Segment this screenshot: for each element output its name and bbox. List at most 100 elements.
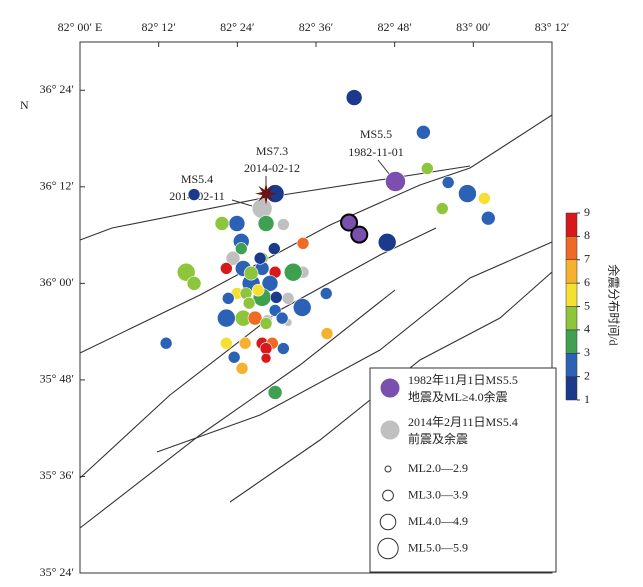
- colorbar-tick-label: 8: [584, 228, 590, 242]
- colorbar-swatch: [565, 212, 578, 237]
- event: [385, 171, 406, 192]
- legend: [369, 367, 557, 573]
- event: [217, 308, 236, 328]
- event: [234, 242, 248, 255]
- legend-marker: [379, 419, 401, 441]
- legend-size-marker: [377, 537, 399, 560]
- colorbar-tick-label: 2: [584, 368, 590, 382]
- legend-label: 1982年11月1日MS5.5: [408, 373, 518, 387]
- event: [235, 362, 249, 375]
- legend-marker: [379, 377, 401, 399]
- y-tick-label: 36° 24′: [40, 82, 75, 96]
- legend-label: 2014年2月11日MS5.4: [408, 415, 518, 429]
- colorbar-swatch: [565, 282, 578, 307]
- colorbar-swatch: [565, 236, 578, 260]
- x-tick-label: 82° 24′: [220, 20, 255, 34]
- legend-size-marker: [384, 465, 392, 473]
- event: [377, 233, 397, 252]
- annotation: 2014-02-12: [244, 161, 300, 175]
- event: [257, 215, 275, 232]
- event: [227, 350, 241, 364]
- y-tick-label: 36° 00′: [40, 275, 75, 289]
- colorbar-swatch: [565, 329, 578, 354]
- event: [251, 283, 265, 297]
- legend-size-label: ML4.0—4.9: [408, 514, 468, 528]
- event: [269, 291, 283, 304]
- event: [159, 336, 173, 350]
- event: [292, 298, 312, 317]
- event: [441, 176, 455, 189]
- legend-size-label: ML5.0—5.9: [408, 540, 468, 554]
- faults: [79, 114, 553, 529]
- event: [283, 262, 303, 282]
- event: [281, 292, 295, 305]
- annotation: MS5.5: [360, 127, 392, 141]
- legend-label: 前震及余震: [408, 431, 468, 446]
- annotation: 1982-11-01: [348, 145, 404, 159]
- x-tick-label: 82° 36′: [299, 20, 334, 34]
- colorbar-tick-label: 4: [584, 322, 590, 336]
- event: [221, 292, 235, 305]
- y-tick-label: 35° 24′: [40, 565, 75, 579]
- event: [345, 89, 363, 106]
- y-axis-label: N: [20, 98, 29, 112]
- mainshock: [255, 182, 277, 205]
- event: [259, 317, 273, 330]
- event: [320, 327, 334, 340]
- colorbar-tick-label: 5: [584, 298, 590, 312]
- x-tick-label: 82° 12′: [141, 20, 176, 34]
- event: [220, 262, 233, 275]
- event: [268, 242, 281, 255]
- event: [238, 336, 252, 350]
- event: [251, 198, 273, 219]
- event: [214, 216, 230, 231]
- event: [253, 251, 267, 265]
- y-tick-label: 35° 36′: [40, 468, 75, 482]
- event: [243, 265, 259, 281]
- colorbar-tick-label: 9: [584, 205, 590, 219]
- event: [186, 276, 202, 291]
- event: [421, 162, 434, 175]
- fault: [229, 271, 553, 503]
- fault: [79, 165, 471, 241]
- fault: [156, 241, 553, 453]
- colorbar-tick-label: 3: [584, 345, 590, 359]
- y-tick-label: 35° 48′: [40, 372, 75, 386]
- event: [225, 250, 241, 266]
- event: [247, 310, 263, 326]
- event: [267, 385, 283, 400]
- x-tick-label: 83° 12′: [535, 20, 570, 34]
- event: [228, 215, 246, 232]
- legend-size-marker: [379, 513, 397, 531]
- fault: [79, 114, 553, 354]
- leader: [231, 199, 253, 207]
- colorbar-swatch: [565, 259, 578, 284]
- event: [416, 124, 431, 140]
- event: [277, 342, 290, 355]
- event: [480, 210, 496, 226]
- event: [260, 352, 272, 364]
- event: [277, 218, 290, 231]
- legend-size-label: ML2.0—2.9: [408, 461, 468, 475]
- event: [296, 236, 310, 250]
- y-tick-label: 36° 12′: [40, 179, 75, 193]
- legend-size-marker: [382, 489, 394, 502]
- event: [435, 202, 449, 215]
- colorbar-tick-label: 6: [584, 275, 590, 289]
- leader: [377, 159, 391, 176]
- x-tick-label: 82° 00′ E: [58, 20, 103, 34]
- event: [319, 287, 333, 300]
- event: [478, 192, 491, 205]
- annotation: MS7.3: [256, 144, 288, 158]
- event: [458, 184, 477, 203]
- fault: [79, 289, 396, 529]
- event: [275, 311, 289, 325]
- event: [259, 342, 273, 355]
- event: [340, 213, 359, 232]
- event: [176, 262, 196, 282]
- event: [261, 275, 279, 292]
- event: [187, 188, 201, 201]
- x-tick-label: 83° 00′: [456, 20, 491, 34]
- event: [220, 336, 233, 350]
